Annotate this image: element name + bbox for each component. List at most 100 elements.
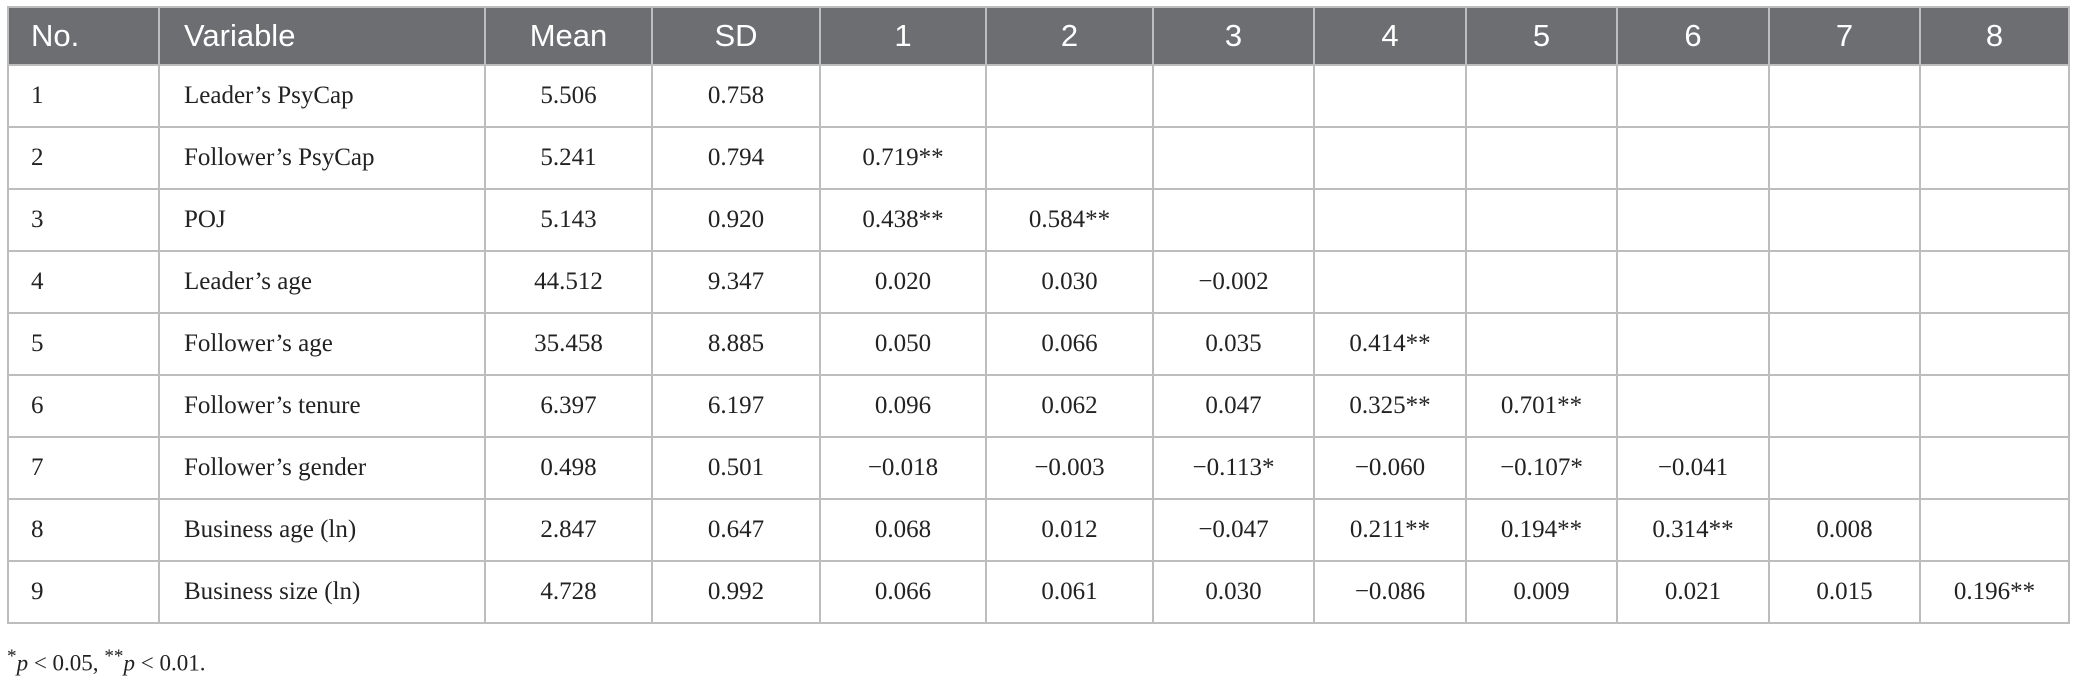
correlation-cell bbox=[1465, 64, 1618, 128]
correlation-cell: 0.211** bbox=[1313, 498, 1467, 562]
correlation-table-container: No. Variable Mean SD 1 2 3 4 5 6 7 8 1 Leader’s PsyC… bbox=[7, 6, 2070, 624]
row-number-cell: 5 bbox=[7, 312, 160, 376]
mean-cell: 5.506 bbox=[484, 64, 653, 128]
table-row: 7 Follower’s gender 0.498 0.501 −0.018 −0.003… bbox=[7, 436, 2070, 500]
header-col-1: 1 bbox=[819, 6, 987, 66]
correlation-cell bbox=[819, 64, 987, 128]
correlation-cell: 0.701** bbox=[1465, 374, 1618, 438]
mean-cell: 2.847 bbox=[484, 498, 653, 562]
table-row: 2 Follower’s PsyCap 5.241 0.794 0.719** bbox=[7, 126, 2070, 190]
sd-cell: 0.647 bbox=[651, 498, 821, 562]
correlation-cell: −0.047 bbox=[1152, 498, 1315, 562]
correlation-cell bbox=[1616, 312, 1770, 376]
mean-cell: 35.458 bbox=[484, 312, 653, 376]
row-number-cell: 8 bbox=[7, 498, 160, 562]
correlation-cell bbox=[1919, 64, 2070, 128]
correlation-cell bbox=[1768, 312, 1921, 376]
correlation-cell: 0.035 bbox=[1152, 312, 1315, 376]
header-row: No. Variable Mean SD 1 2 3 4 5 6 7 8 bbox=[7, 6, 2070, 66]
correlation-cell bbox=[1616, 374, 1770, 438]
correlation-cell bbox=[1919, 312, 2070, 376]
correlation-cell: 0.062 bbox=[985, 374, 1154, 438]
variable-name-cell: POJ bbox=[158, 188, 486, 252]
correlation-cell bbox=[1768, 436, 1921, 500]
mean-cell: 44.512 bbox=[484, 250, 653, 314]
correlation-cell bbox=[985, 64, 1154, 128]
footnote-star-1: * bbox=[7, 646, 17, 667]
correlation-cell: 0.015 bbox=[1768, 560, 1921, 624]
header-variable: Variable bbox=[158, 6, 486, 66]
correlation-cell bbox=[1465, 188, 1618, 252]
mean-cell: 4.728 bbox=[484, 560, 653, 624]
row-number-cell: 3 bbox=[7, 188, 160, 252]
table-header: No. Variable Mean SD 1 2 3 4 5 6 7 8 bbox=[7, 6, 2070, 66]
correlation-cell bbox=[1465, 312, 1618, 376]
footnote-star-2: ** bbox=[104, 646, 124, 667]
header-sd: SD bbox=[651, 6, 821, 66]
correlation-cell bbox=[1919, 188, 2070, 252]
sd-cell: 0.920 bbox=[651, 188, 821, 252]
correlation-cell bbox=[1616, 250, 1770, 314]
mean-cell: 5.241 bbox=[484, 126, 653, 190]
correlation-cell bbox=[1768, 374, 1921, 438]
correlation-cell: −0.003 bbox=[985, 436, 1154, 500]
correlation-cell bbox=[1616, 126, 1770, 190]
mean-cell: 5.143 bbox=[484, 188, 653, 252]
correlation-cell bbox=[1152, 188, 1315, 252]
header-col-6: 6 bbox=[1616, 6, 1770, 66]
variable-name-cell: Business age (ln) bbox=[158, 498, 486, 562]
footnote-condition-2: < 0.01. bbox=[134, 650, 206, 676]
variable-name-cell: Follower’s tenure bbox=[158, 374, 486, 438]
header-mean: Mean bbox=[484, 6, 653, 66]
correlation-cell: −0.107* bbox=[1465, 436, 1618, 500]
correlation-cell: 0.066 bbox=[985, 312, 1154, 376]
correlation-cell: 0.009 bbox=[1465, 560, 1618, 624]
row-number-cell: 2 bbox=[7, 126, 160, 190]
row-number-cell: 9 bbox=[7, 560, 160, 624]
header-col-3: 3 bbox=[1152, 6, 1315, 66]
significance-footnote: *p < 0.05, **p < 0.01. bbox=[7, 646, 205, 677]
correlation-cell: −0.060 bbox=[1313, 436, 1467, 500]
correlation-cell: 0.325** bbox=[1313, 374, 1467, 438]
row-number-cell: 1 bbox=[7, 64, 160, 128]
table-row: 6 Follower’s tenure 6.397 6.197 0.096 0.062 0.… bbox=[7, 374, 2070, 438]
table-row: 9 Business size (ln) 4.728 0.992 0.066 0.061 0… bbox=[7, 560, 2070, 624]
sd-cell: 8.885 bbox=[651, 312, 821, 376]
variable-name-cell: Follower’s age bbox=[158, 312, 486, 376]
correlation-cell: 0.012 bbox=[985, 498, 1154, 562]
correlation-cell: −0.041 bbox=[1616, 436, 1770, 500]
table-body: 1 Leader’s PsyCap 5.506 0.758 2 Follower’s Ps… bbox=[7, 64, 2070, 624]
header-col-4: 4 bbox=[1313, 6, 1467, 66]
correlation-cell: −0.113* bbox=[1152, 436, 1315, 500]
correlation-cell: 0.438** bbox=[819, 188, 987, 252]
row-number-cell: 4 bbox=[7, 250, 160, 314]
header-col-2: 2 bbox=[985, 6, 1154, 66]
table-row: 5 Follower’s age 35.458 8.885 0.050 0.066 0.03… bbox=[7, 312, 2070, 376]
footnote-p-2: p bbox=[123, 650, 135, 676]
correlation-cell: −0.086 bbox=[1313, 560, 1467, 624]
correlation-cell: 0.021 bbox=[1616, 560, 1770, 624]
correlation-cell: −0.018 bbox=[819, 436, 987, 500]
correlation-cell bbox=[1616, 64, 1770, 128]
correlation-cell: 0.068 bbox=[819, 498, 987, 562]
sd-cell: 0.758 bbox=[651, 64, 821, 128]
footnote-condition-1: < 0.05, bbox=[28, 650, 105, 676]
correlation-cell bbox=[1152, 126, 1315, 190]
correlation-cell bbox=[1313, 126, 1467, 190]
correlation-cell: 0.314** bbox=[1616, 498, 1770, 562]
correlation-cell bbox=[1768, 126, 1921, 190]
correlation-cell: 0.096 bbox=[819, 374, 987, 438]
table-row: 3 POJ 5.143 0.920 0.438** 0.584** bbox=[7, 188, 2070, 252]
correlation-cell bbox=[1616, 188, 1770, 252]
row-number-cell: 7 bbox=[7, 436, 160, 500]
correlation-cell: 0.719** bbox=[819, 126, 987, 190]
correlation-cell: 0.050 bbox=[819, 312, 987, 376]
sd-cell: 0.794 bbox=[651, 126, 821, 190]
correlation-cell: 0.196** bbox=[1919, 560, 2070, 624]
correlation-cell bbox=[1768, 188, 1921, 252]
footnote-p-1: p bbox=[16, 650, 29, 676]
correlation-cell bbox=[985, 126, 1154, 190]
variable-name-cell: Follower’s gender bbox=[158, 436, 486, 500]
table-row: 8 Business age (ln) 2.847 0.647 0.068 0.012 −0… bbox=[7, 498, 2070, 562]
sd-cell: 0.501 bbox=[651, 436, 821, 500]
